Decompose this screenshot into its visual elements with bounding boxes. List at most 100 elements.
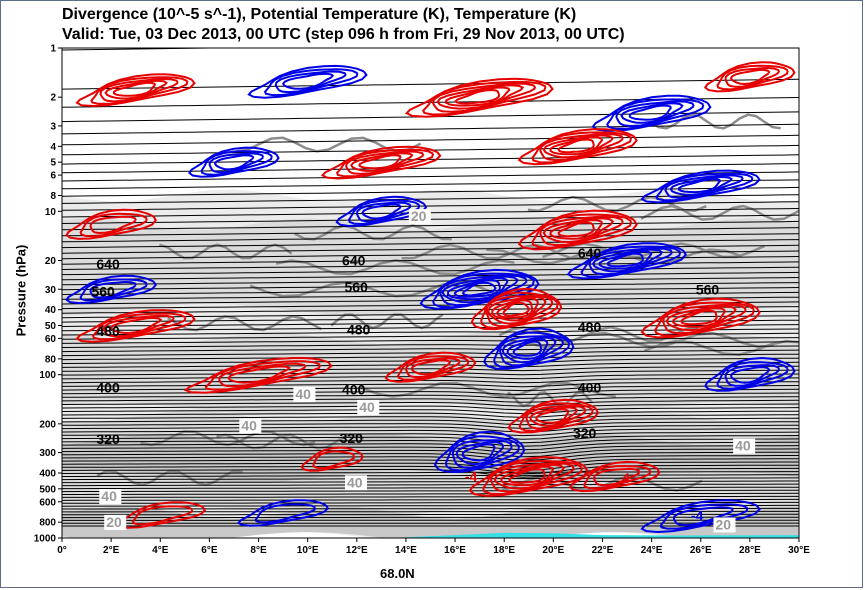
divergence-contour xyxy=(361,203,402,220)
divergence-contour xyxy=(669,175,733,196)
theta-isoline xyxy=(62,489,799,493)
x-tick-label: 16°E xyxy=(444,545,466,556)
temperature-label-box xyxy=(293,386,316,402)
y-tick-label: 1000 xyxy=(34,534,57,545)
theta-isoline xyxy=(62,171,799,182)
x-tick-label: 0° xyxy=(57,545,67,556)
divergence-contour xyxy=(557,221,595,238)
divergence-contour xyxy=(615,100,695,128)
theta-isoline xyxy=(62,194,799,204)
divergence-contour xyxy=(200,150,273,176)
theta-isoline xyxy=(62,428,799,437)
y-tick-label: 600 xyxy=(39,497,56,508)
divergence-contour xyxy=(451,439,513,469)
divergence-contours xyxy=(65,61,796,534)
x-tick-label: 10°E xyxy=(297,545,319,556)
divergence-contour xyxy=(542,217,614,244)
theta-isoline xyxy=(62,163,799,174)
temperature-label-box xyxy=(733,438,756,454)
theta-isoline xyxy=(62,513,799,516)
temperature-label-box xyxy=(713,517,736,533)
theta-isoline xyxy=(62,381,799,388)
divergence-contour xyxy=(703,61,796,93)
temperature-label: 40 xyxy=(295,386,311,402)
y-tick-label: 20 xyxy=(45,256,57,267)
divergence-contour xyxy=(606,98,705,130)
x-tick-label: 22°E xyxy=(592,545,614,556)
theta-isoline xyxy=(62,483,799,487)
theta-isoline xyxy=(62,498,799,501)
theta-isoline xyxy=(62,186,799,197)
divergence-label: -4 xyxy=(465,468,478,484)
divergence-contour xyxy=(598,250,653,270)
divergence-contour xyxy=(518,402,594,433)
theta-isoline xyxy=(62,388,799,396)
theta-isoline xyxy=(62,287,799,295)
theta-isoline xyxy=(62,492,799,495)
y-tick-label: 8 xyxy=(50,191,56,202)
divergence-contour xyxy=(89,215,137,235)
theta-label: 320 xyxy=(340,430,364,446)
y-tick-label: 500 xyxy=(39,484,56,495)
theta-isoline xyxy=(62,396,799,403)
contour-labels: 640 640 640 560 560 560 480 480 480 400 400 400 320 3… xyxy=(91,208,756,533)
divergence-contour xyxy=(591,94,712,132)
y-tick-label: 10 xyxy=(45,207,57,218)
divergence-contour xyxy=(405,77,554,118)
theta-label: 480 xyxy=(347,322,371,338)
chart-title: Divergence (10^-5 s^-1), Potential Tempe… xyxy=(62,6,577,23)
divergence-contour xyxy=(501,336,557,364)
theta-label: 560 xyxy=(696,281,720,297)
divergence-contour xyxy=(583,464,652,490)
divergence-contour xyxy=(680,309,718,326)
temperature-label: 20 xyxy=(715,516,731,532)
theta-isoline xyxy=(62,328,799,336)
theta-isoline xyxy=(62,480,799,484)
x-tick-label: 4°E xyxy=(152,545,169,556)
theta-isoline xyxy=(62,250,799,260)
divergence-contour xyxy=(591,248,664,273)
divergence-contour xyxy=(640,169,761,204)
theta-isoline xyxy=(62,399,799,407)
theta-isoline xyxy=(62,507,799,510)
plot-border xyxy=(61,47,800,539)
divergence-contour xyxy=(384,351,477,383)
divergence-contour xyxy=(436,84,525,110)
temperature-label: 20 xyxy=(106,514,122,530)
divergence-contour xyxy=(606,252,644,268)
x-tick-label: 18°E xyxy=(493,545,515,556)
divergence-contour xyxy=(274,70,347,94)
temperature-contour xyxy=(507,390,594,408)
y-tick-label: 60 xyxy=(45,334,57,345)
divergence-contour xyxy=(204,360,322,391)
theta-label: 400 xyxy=(96,380,120,396)
theta-label: 480 xyxy=(96,323,120,339)
x-tick-label: 20°E xyxy=(542,545,564,556)
theta-label: 400 xyxy=(578,380,602,396)
divergence-contour xyxy=(218,362,307,388)
y-tick-label: 400 xyxy=(39,469,56,480)
x-tick-label: 24°E xyxy=(641,545,663,556)
theta-label: 560 xyxy=(91,284,115,300)
divergence-contour xyxy=(493,463,565,490)
divergence-contour xyxy=(79,278,148,302)
theta-isoline xyxy=(62,301,799,310)
divergence-contour xyxy=(281,72,335,90)
x-tick-label: 14°E xyxy=(395,545,417,556)
theta-isoline xyxy=(62,341,799,348)
divergence-contour xyxy=(502,301,530,317)
divergence-contour xyxy=(99,77,179,103)
divergence-contour xyxy=(508,468,546,484)
divergence-contour xyxy=(531,131,633,164)
theta-isoline xyxy=(62,369,799,376)
divergence-contour xyxy=(620,102,684,124)
theta-label: 400 xyxy=(342,381,366,397)
temperature-label-box xyxy=(408,209,431,225)
temperature-label-box xyxy=(344,475,367,491)
divergence-contour xyxy=(188,146,280,178)
divergence-contour xyxy=(454,88,501,105)
axes: 1000 800 600 500 400 300 200 100 80 60 50 40 30 20 10 8… xyxy=(34,44,810,557)
divergence-contour xyxy=(183,357,333,394)
theta-isoline xyxy=(62,435,799,444)
theta-isoline xyxy=(62,431,799,440)
